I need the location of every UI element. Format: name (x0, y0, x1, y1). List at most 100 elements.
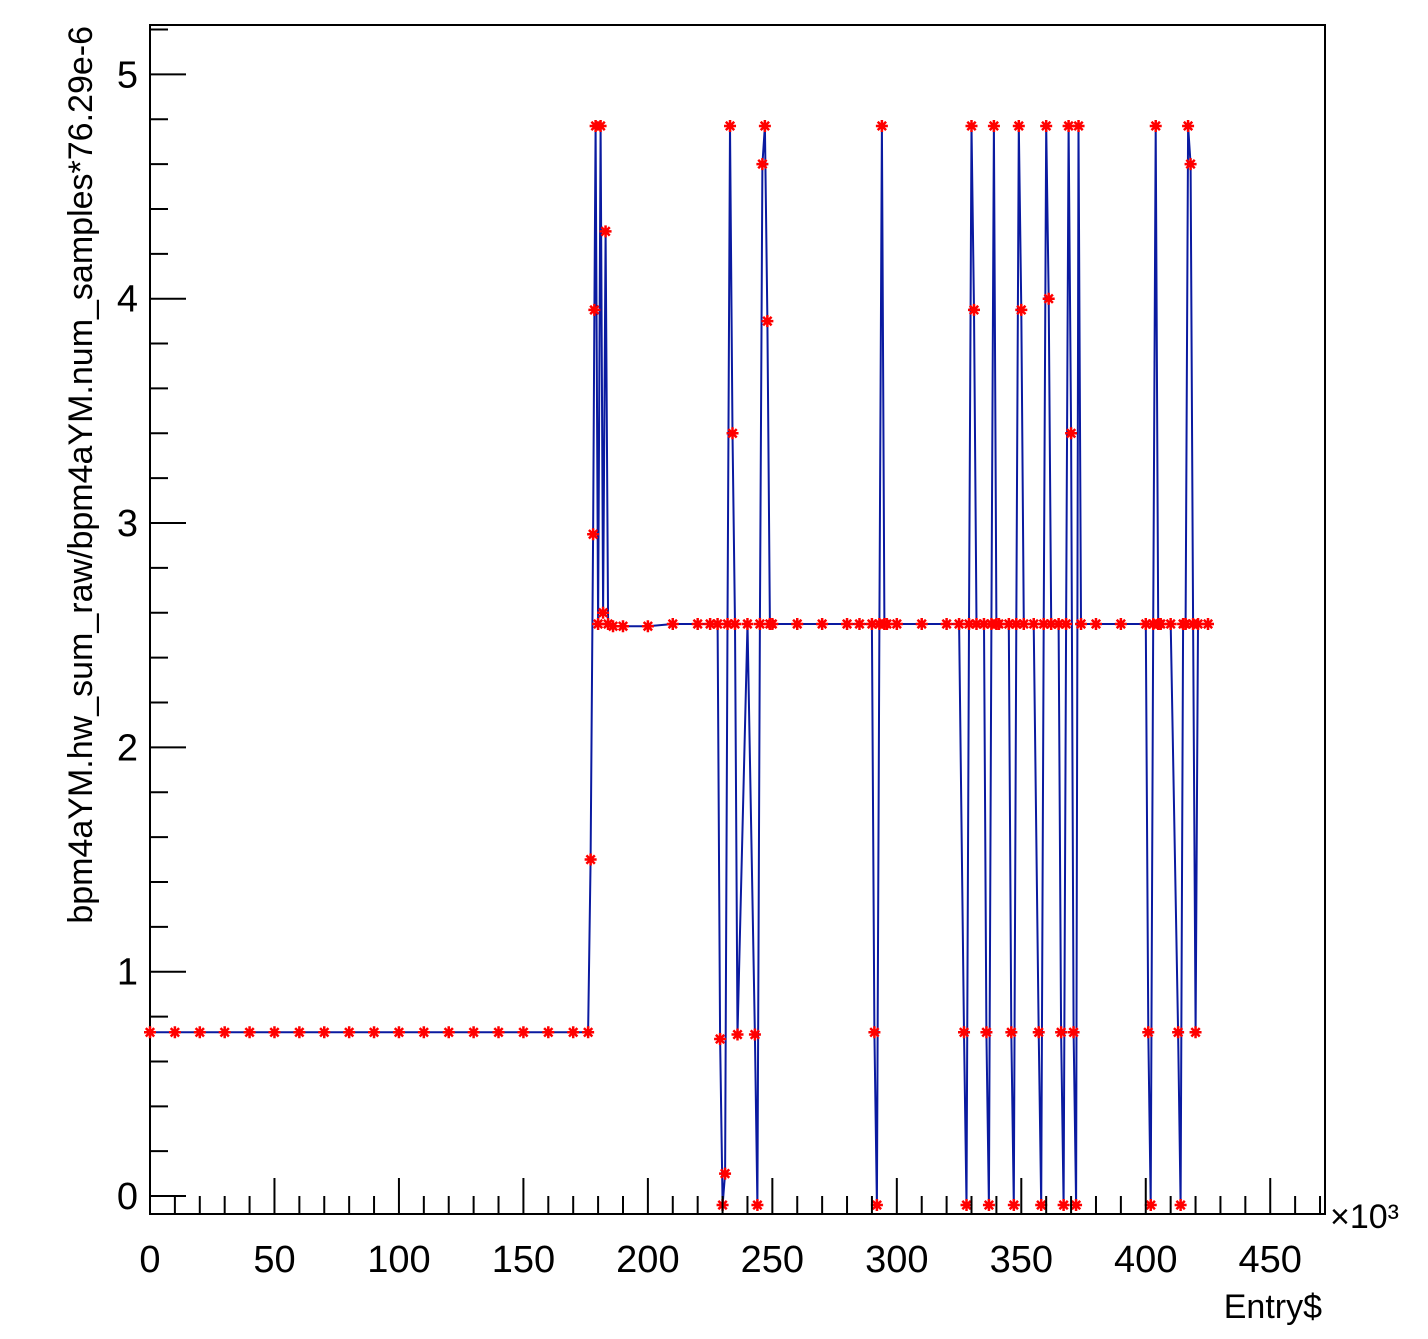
y-tick-label: 4 (117, 279, 138, 321)
data-point (542, 1026, 555, 1039)
data-point (1007, 1199, 1020, 1212)
data-point (711, 617, 724, 630)
data-point (517, 1026, 530, 1039)
data-point (1172, 1026, 1185, 1039)
data-point (1040, 119, 1053, 132)
data-point (594, 119, 607, 132)
data-point (417, 1026, 430, 1039)
data-point (597, 606, 610, 619)
data-point (1189, 1026, 1202, 1039)
data-point (1035, 1199, 1048, 1212)
data-point (1174, 1199, 1187, 1212)
data-point (1060, 617, 1073, 630)
y-tick-label: 0 (117, 1176, 138, 1218)
data-point (982, 1199, 995, 1212)
data-point (607, 620, 620, 633)
data-point (616, 620, 629, 633)
data-point (868, 1026, 881, 1039)
data-point (1179, 617, 1192, 630)
data-point (218, 1026, 231, 1039)
data-point (729, 617, 742, 630)
data-point (467, 1026, 480, 1039)
data-point (1142, 1026, 1155, 1039)
data-point (880, 617, 893, 630)
data-point (1164, 617, 1177, 630)
data-point (1017, 617, 1030, 630)
data-point (1057, 1199, 1070, 1212)
data-point (758, 119, 771, 132)
x-tick-label: 100 (367, 1239, 430, 1281)
y-tick-label: 3 (117, 503, 138, 545)
data-point (748, 1028, 761, 1041)
data-point (721, 617, 734, 630)
data-point (890, 617, 903, 630)
y-axis-title: bpm4aYM.hw_sum_raw/bpm4aYM.num_samples*7… (62, 26, 100, 924)
data-point (1055, 1026, 1068, 1039)
data-point (1070, 1199, 1083, 1212)
data-point (704, 617, 717, 630)
data-point (1202, 617, 1214, 630)
data-point (1065, 427, 1078, 440)
data-point (1072, 119, 1085, 132)
data-point (1012, 119, 1025, 132)
data-point (958, 1026, 971, 1039)
data-point (816, 617, 829, 630)
data-point (1005, 1026, 1018, 1039)
data-point (584, 853, 597, 866)
data-point (1149, 119, 1162, 132)
data-point (865, 617, 878, 630)
data-point (766, 617, 779, 630)
x-axis-multiplier: ×10³ (1330, 1198, 1399, 1236)
data-point (761, 315, 774, 328)
data-point (268, 1026, 281, 1039)
data-point (1042, 292, 1055, 305)
x-tick-label: 400 (1114, 1239, 1177, 1281)
data-point (967, 303, 980, 316)
data-point (243, 1026, 256, 1039)
data-point (1032, 1026, 1045, 1039)
x-axis-title: Entry$ (1224, 1288, 1322, 1326)
data-point (965, 119, 978, 132)
data-point (970, 617, 983, 630)
x-tick-label: 200 (616, 1239, 679, 1281)
x-tick-label: 450 (1239, 1239, 1302, 1281)
data-point (726, 427, 739, 440)
data-point (1154, 617, 1167, 630)
data-point (1037, 617, 1050, 630)
data-layer (144, 119, 1214, 1212)
data-point (602, 617, 615, 630)
data-point (144, 1026, 156, 1039)
data-point (1067, 1026, 1080, 1039)
data-point (940, 617, 953, 630)
data-point (791, 617, 804, 630)
data-point (1010, 617, 1023, 630)
data-point (641, 620, 654, 633)
x-tick-label: 150 (492, 1239, 555, 1281)
data-point (753, 617, 766, 630)
data-point (318, 1026, 331, 1039)
x-tick-label: 0 (139, 1239, 160, 1281)
data-point (588, 303, 601, 316)
data-point (599, 225, 612, 238)
data-point (567, 1026, 580, 1039)
data-point (841, 617, 854, 630)
data-point (1052, 617, 1065, 630)
data-point (963, 617, 976, 630)
data-point (719, 1167, 732, 1180)
data-point (492, 1026, 505, 1039)
data-point (1114, 617, 1127, 630)
data-point (1015, 303, 1028, 316)
data-point (960, 1199, 973, 1212)
data-point (724, 119, 737, 132)
data-point (168, 1026, 181, 1039)
data-point (368, 1026, 381, 1039)
y-tick-label: 1 (117, 952, 138, 994)
data-point (992, 617, 1005, 630)
data-point (751, 1199, 764, 1212)
x-tick-label: 50 (253, 1239, 295, 1281)
data-point (977, 617, 990, 630)
data-point (1184, 158, 1197, 171)
data-point (1045, 617, 1058, 630)
data-point (442, 1026, 455, 1039)
